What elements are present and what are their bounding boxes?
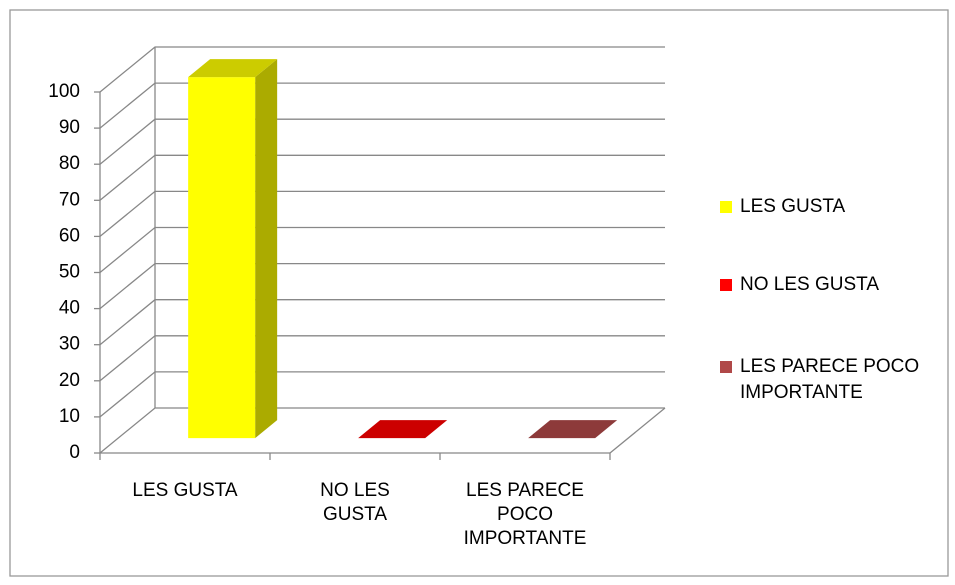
- legend-label: LES GUSTA: [740, 196, 846, 217]
- x-tick-label: NO LES GUSTA: [320, 480, 390, 525]
- bar: [358, 420, 448, 439]
- grid-line: [99, 335, 665, 382]
- y-tick-label: 50: [59, 262, 80, 283]
- grid-line: [99, 262, 665, 310]
- grid-line: [99, 299, 665, 346]
- bar-top: [528, 420, 618, 439]
- chart-frame: [9, 9, 949, 577]
- floor-edge: [609, 407, 666, 454]
- y-tick-label: 80: [59, 153, 80, 174]
- y-tick-label: 60: [59, 225, 80, 246]
- legend-swatch: [720, 361, 732, 373]
- y-tick-label: 20: [59, 370, 80, 391]
- grid-line: [99, 46, 665, 93]
- grid-line: [99, 82, 665, 129]
- grid-line: [99, 371, 665, 418]
- y-tick-label: 10: [59, 406, 80, 427]
- bar-top: [358, 420, 448, 439]
- bar-top: [188, 59, 278, 78]
- grid-line: [99, 407, 665, 454]
- legend-swatch: [720, 279, 732, 291]
- bar-front: [188, 77, 256, 439]
- bar: [528, 420, 618, 439]
- grid-line: [99, 154, 665, 201]
- bar: [188, 59, 278, 439]
- y-tick-label: 70: [59, 189, 80, 210]
- legend-label: NO LES GUSTA: [740, 274, 879, 295]
- x-tick-label: LES PARECE POCO IMPORTANTE: [464, 480, 587, 549]
- legend-swatch: [720, 201, 732, 213]
- x-tick-label: LES GUSTA: [132, 480, 238, 501]
- y-tick-label: 30: [59, 334, 80, 355]
- y-tick-label: 100: [48, 81, 80, 102]
- y-tick-label: 40: [59, 298, 80, 319]
- legend-label: LES PARECE POCO IMPORTANTE: [740, 356, 919, 403]
- grid-line: [99, 118, 665, 165]
- bar-side: [255, 59, 278, 439]
- y-tick-label: 90: [59, 117, 80, 138]
- y-tick-label: 0: [69, 442, 80, 463]
- grid-line: [99, 190, 665, 237]
- grid-line: [99, 226, 665, 274]
